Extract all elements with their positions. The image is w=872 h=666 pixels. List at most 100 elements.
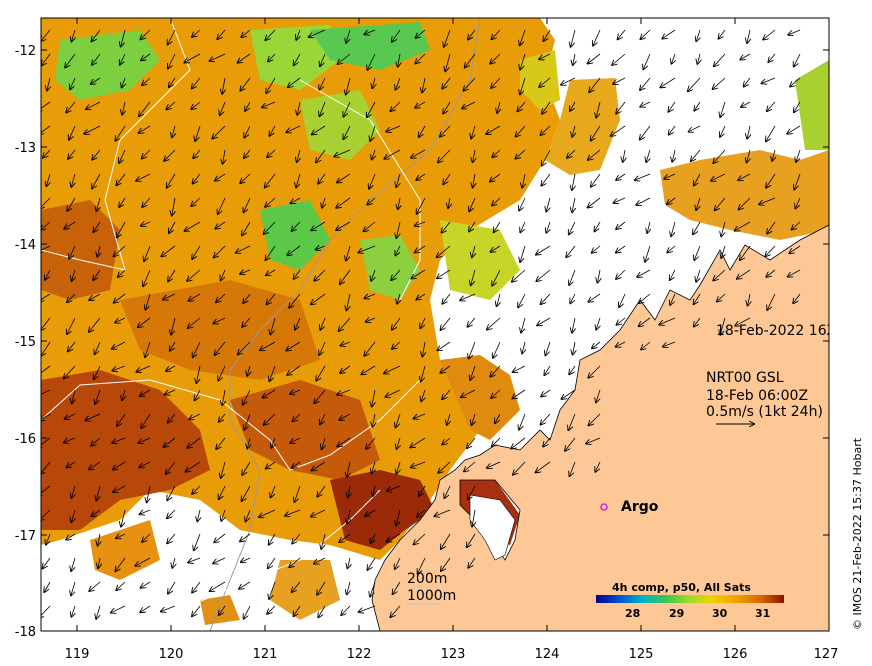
sst-coast-hot bbox=[330, 470, 435, 550]
current-vector bbox=[766, 269, 776, 277]
current-vector bbox=[41, 221, 51, 230]
current-vector bbox=[97, 245, 100, 257]
current-vector bbox=[268, 53, 276, 61]
current-vector bbox=[47, 77, 50, 91]
current-vector bbox=[93, 221, 101, 232]
current-vector bbox=[372, 149, 375, 159]
current-vector bbox=[546, 221, 550, 233]
current-vector bbox=[767, 101, 776, 111]
current-vector bbox=[163, 293, 176, 300]
current-vector bbox=[636, 197, 651, 205]
current-vector bbox=[43, 149, 51, 158]
current-vector bbox=[759, 197, 776, 204]
current-vector bbox=[487, 317, 501, 330]
current-vector bbox=[122, 77, 125, 87]
current-vector bbox=[442, 221, 451, 233]
current-vector bbox=[242, 461, 251, 475]
current-vector bbox=[670, 293, 676, 305]
sst-ne-corner bbox=[795, 60, 829, 150]
current-vector bbox=[337, 389, 351, 395]
current-vector bbox=[285, 509, 301, 516]
current-vector bbox=[520, 77, 526, 94]
current-vector bbox=[697, 53, 700, 64]
current-vector bbox=[747, 29, 750, 43]
current-vector bbox=[437, 269, 451, 278]
current-vector bbox=[669, 125, 676, 135]
current-vector bbox=[565, 437, 576, 451]
current-vector bbox=[347, 461, 350, 477]
current-vector bbox=[434, 509, 451, 516]
current-vector bbox=[486, 125, 501, 134]
current-vector bbox=[337, 437, 351, 447]
current-vector bbox=[339, 533, 351, 542]
current-vector bbox=[593, 29, 601, 46]
current-vector bbox=[711, 173, 726, 181]
current-vector bbox=[646, 149, 650, 162]
current-vector bbox=[115, 317, 126, 323]
current-vector bbox=[72, 269, 75, 281]
current-vector bbox=[490, 173, 501, 182]
current-vector bbox=[518, 293, 526, 307]
current-vector bbox=[393, 581, 401, 594]
current-vector bbox=[42, 53, 51, 65]
current-vector bbox=[440, 365, 451, 373]
current-vector bbox=[193, 149, 201, 158]
current-vector bbox=[311, 293, 326, 304]
current-vector bbox=[269, 581, 276, 599]
current-vector bbox=[164, 149, 176, 161]
current-vector bbox=[386, 389, 401, 397]
vector-scale-label: 0.5m/s (1kt 24h) bbox=[706, 404, 823, 420]
current-vector bbox=[588, 293, 601, 302]
current-vector bbox=[668, 101, 676, 112]
current-vector bbox=[169, 221, 176, 233]
current-vector bbox=[662, 29, 676, 39]
current-vector bbox=[441, 557, 451, 571]
current-vector bbox=[539, 53, 551, 59]
current-vector bbox=[287, 245, 301, 255]
current-vector bbox=[264, 221, 276, 234]
current-vector bbox=[193, 173, 201, 184]
current-vector bbox=[266, 245, 276, 260]
current-vector bbox=[221, 461, 226, 478]
current-vector bbox=[738, 173, 751, 180]
current-vector bbox=[667, 197, 676, 204]
current-vector bbox=[767, 293, 776, 310]
current-vector bbox=[410, 437, 426, 447]
current-vector bbox=[595, 461, 601, 472]
current-vector bbox=[720, 317, 726, 335]
y-tick-neg14: -14 bbox=[15, 238, 829, 253]
current-vector bbox=[639, 293, 651, 303]
current-vector bbox=[416, 293, 426, 300]
sst-east-region bbox=[545, 78, 620, 175]
current-vector bbox=[537, 269, 551, 281]
current-vector bbox=[415, 245, 426, 253]
current-vector bbox=[214, 533, 226, 542]
svg-text:121: 121 bbox=[253, 647, 278, 662]
current-vector bbox=[320, 101, 326, 116]
current-vector bbox=[396, 509, 401, 526]
current-vector bbox=[166, 461, 176, 474]
current-vector bbox=[793, 293, 801, 303]
current-vector bbox=[219, 413, 226, 422]
current-vector bbox=[348, 557, 351, 568]
svg-text:123: 123 bbox=[441, 647, 466, 662]
current-vector bbox=[210, 581, 226, 591]
y-tick-neg15: -15 bbox=[15, 335, 829, 350]
svg-text:-13: -13 bbox=[15, 141, 36, 156]
current-vector bbox=[442, 77, 451, 89]
current-vector bbox=[659, 317, 676, 325]
current-vector bbox=[492, 149, 501, 157]
current-vector bbox=[720, 101, 726, 117]
current-vector bbox=[536, 245, 551, 255]
current-vector bbox=[395, 245, 401, 255]
colorbar-gradient bbox=[596, 595, 784, 603]
current-vector bbox=[187, 269, 201, 281]
current-vector bbox=[772, 149, 775, 161]
current-vector bbox=[721, 245, 725, 258]
current-vector bbox=[240, 77, 251, 91]
current-vector bbox=[289, 557, 301, 567]
argo-label: Argo bbox=[621, 499, 659, 515]
current-vector bbox=[318, 173, 326, 184]
current-vector bbox=[41, 125, 51, 134]
current-vector bbox=[392, 317, 401, 330]
